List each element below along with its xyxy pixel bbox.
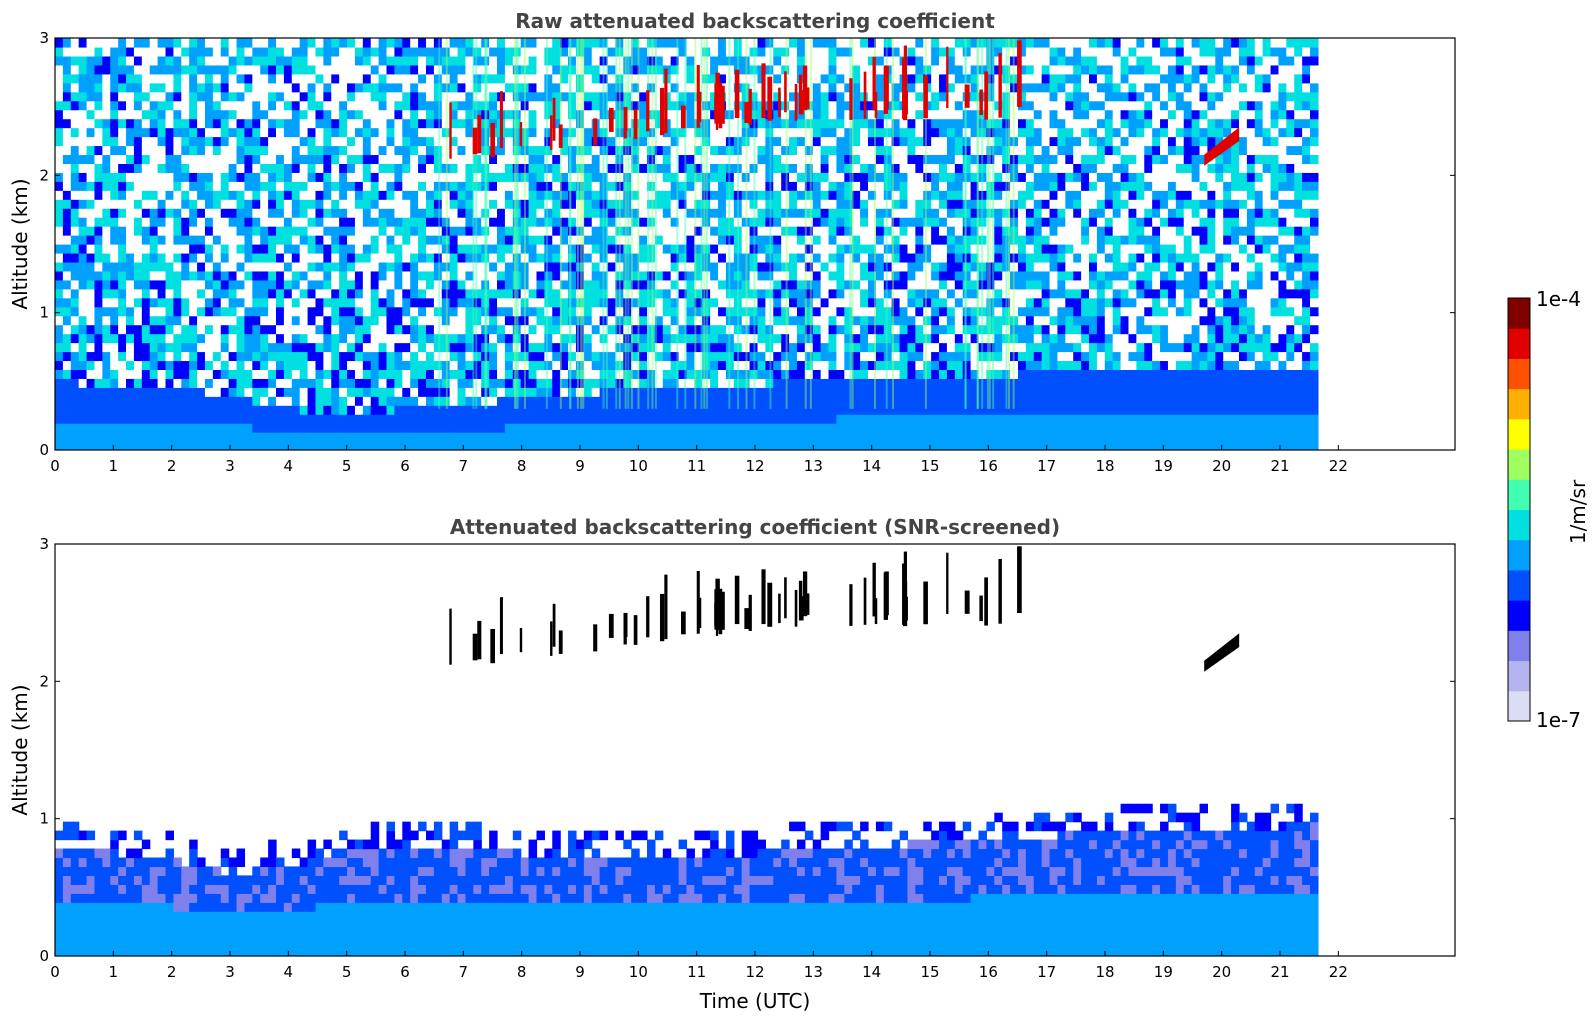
x-tick-label: 7 [459,457,469,475]
x-tick-label: 20 [1212,963,1231,981]
x-tick-label: 0 [50,457,60,475]
colorbar-band [1508,358,1530,390]
panel-screened-backscatter: Attenuated backscattering coefficient (S… [8,515,1456,1013]
x-tick-label: 10 [629,457,648,475]
panel-title-screened: Attenuated backscattering coefficient (S… [450,515,1060,539]
x-tick-label: 6 [400,457,410,475]
x-tick-label: 13 [804,457,823,475]
panel-raw-backscatter: Raw attenuated backscattering coefficien… [8,9,1456,475]
colorbar-band [1508,509,1530,541]
x-tick-label: 19 [1154,963,1173,981]
x-tick-label: 17 [1037,963,1056,981]
x-tick-label: 4 [284,963,294,981]
x-tick-label: 22 [1329,457,1348,475]
x-tick-label: 21 [1270,457,1289,475]
x-tick-label: 22 [1329,963,1348,981]
x-tick-label: 8 [517,457,527,475]
x-tick-label: 1 [109,963,119,981]
x-tick-label: 2 [167,457,177,475]
colorbar-band [1508,298,1530,329]
y-tick-label: 1 [39,810,49,828]
panel-title-raw: Raw attenuated backscattering coefficien… [515,9,995,33]
y-tick-label: 0 [39,441,49,459]
x-tick-label: 5 [342,963,352,981]
y-tick-label: 1 [39,304,49,322]
x-tick-label: 16 [979,457,998,475]
colorbar: 1e-4 1e-7 1/m/sr [1507,287,1590,732]
colorbar-band [1508,418,1530,450]
x-tick-label: 1 [109,457,119,475]
colorbar-band [1508,539,1530,571]
y-tick-label: 3 [39,535,49,553]
x-tick-label: 19 [1154,457,1173,475]
colorbar-bands [1508,298,1530,722]
x-tick-label: 8 [517,963,527,981]
x-tick-label: 3 [225,457,235,475]
x-tick-label: 7 [459,963,469,981]
x-tick-label: 15 [920,457,939,475]
ylabel-raw: Altitude (km) [8,178,32,309]
x-tick-label: 16 [979,963,998,981]
colorbar-unit-label: 1/m/sr [1566,479,1590,544]
x-tick-label: 14 [862,963,881,981]
colorbar-band [1508,479,1530,510]
x-tick-label: 18 [1095,963,1114,981]
colorbar-band [1508,660,1530,692]
x-tick-label: 12 [745,963,764,981]
ylabel-screened: Altitude (km) [8,684,32,815]
heatmap-raw [55,38,1319,450]
colorbar-min-label: 1e-7 [1536,708,1581,732]
x-tick-label: 20 [1212,457,1231,475]
x-tick-label: 9 [575,963,585,981]
colorbar-band [1508,449,1530,480]
x-tick-label: 5 [342,457,352,475]
x-tick-label: 15 [920,963,939,981]
x-tick-label: 12 [745,457,764,475]
x-tick-label: 14 [862,457,881,475]
colorbar-band [1508,388,1530,420]
x-tick-label: 0 [50,963,60,981]
x-tick-label: 10 [629,963,648,981]
heatmap-screened [55,546,1319,956]
y-tick-label: 3 [39,29,49,47]
colorbar-band [1508,569,1530,601]
x-tick-label: 3 [225,963,235,981]
y-tick-label: 2 [39,672,49,690]
x-tick-label: 11 [687,963,706,981]
y-tick-label: 2 [39,166,49,184]
x-tick-label: 11 [687,457,706,475]
colorbar-band [1508,630,1530,662]
x-tick-label: 18 [1095,457,1114,475]
colorbar-max-label: 1e-4 [1536,287,1581,311]
colorbar-band [1508,690,1530,722]
x-tick-label: 9 [575,457,585,475]
x-tick-label: 6 [400,963,410,981]
y-tick-label: 0 [39,947,49,965]
x-tick-label: 2 [167,963,177,981]
x-tick-label: 17 [1037,457,1056,475]
xlabel-screened: Time (UTC) [699,989,811,1013]
x-tick-label: 4 [284,457,294,475]
colorbar-band [1508,600,1530,631]
x-tick-label: 13 [804,963,823,981]
colorbar-band [1508,328,1530,359]
colorbar-frame [1507,297,1531,722]
x-tick-label: 21 [1270,963,1289,981]
